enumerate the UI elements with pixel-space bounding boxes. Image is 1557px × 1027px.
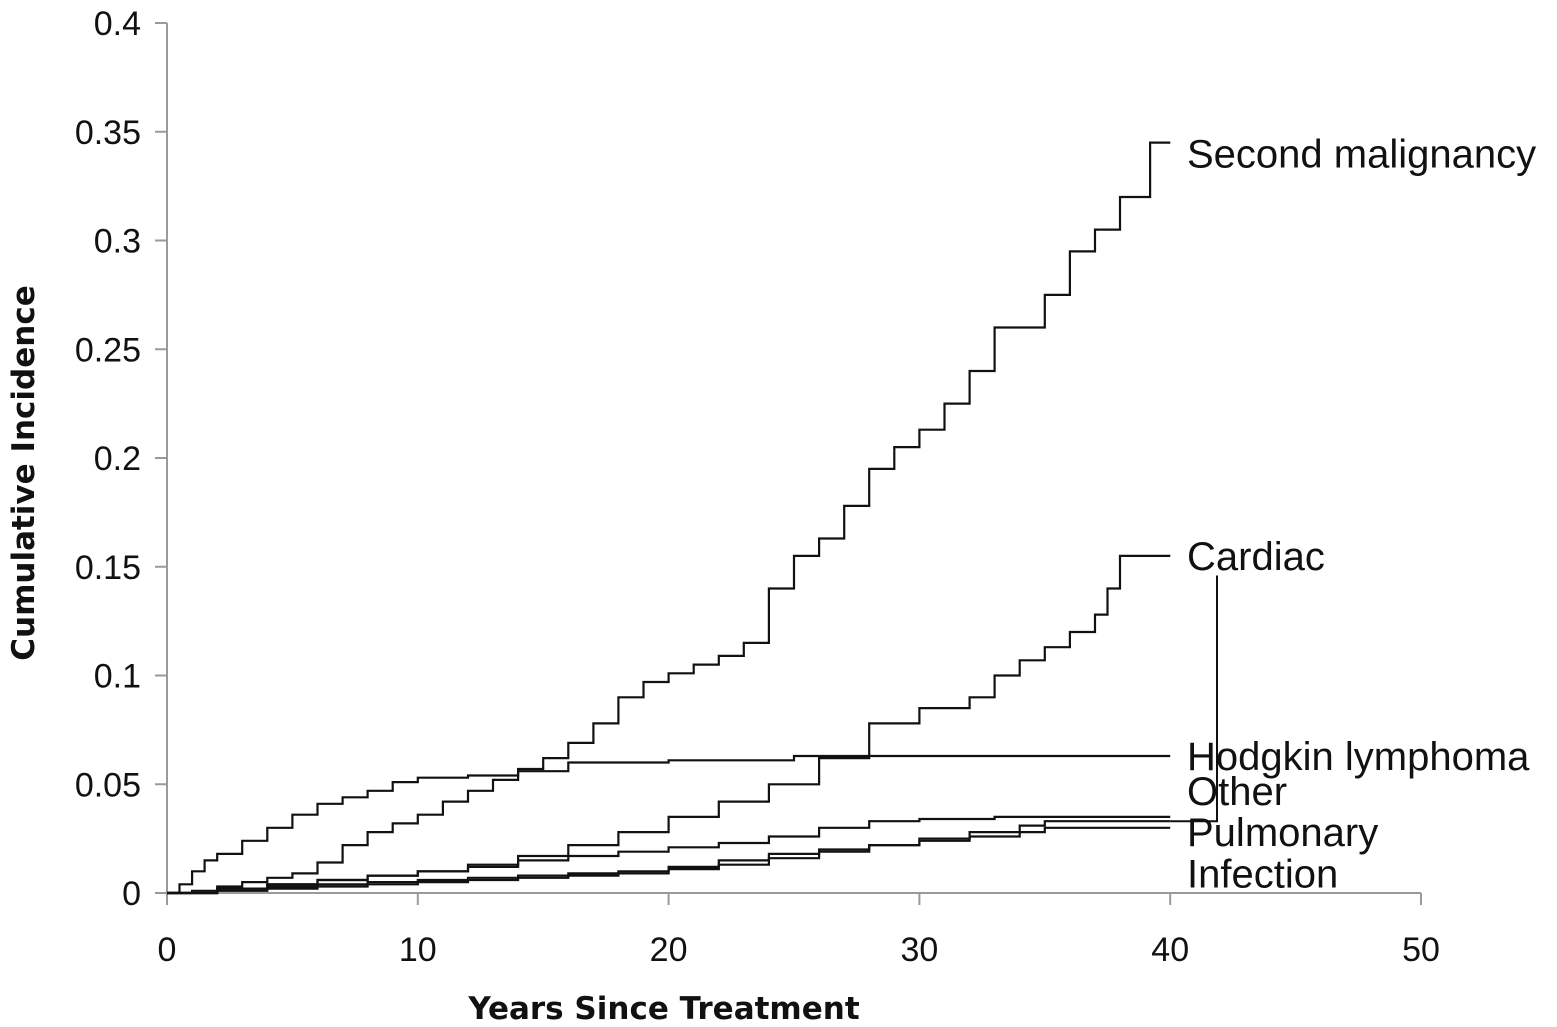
series-label-cardiac: Cardiac: [1187, 535, 1325, 579]
series-label-pulmonary: Pulmonary: [1187, 811, 1378, 855]
x-tick-label: 50: [1402, 931, 1440, 969]
y-tick-label: 0.25: [75, 331, 141, 369]
series-label-other: Other: [1187, 770, 1287, 814]
leader-line: [1170, 575, 1218, 823]
y-tick-label: 0.1: [94, 658, 141, 696]
y-tick-label: 0: [122, 875, 141, 913]
y-tick-label: 0.15: [75, 549, 141, 587]
x-tick-label: 0: [158, 931, 177, 969]
ticks: 0 0.05 0.1 0.15 0.2 0.25 0.3 0.35 0.4 0 10 20 30 40 50: [75, 5, 1440, 969]
y-tick-label: 0.3: [94, 223, 141, 261]
y-tick-label: 0.4: [94, 5, 141, 43]
y-axis-title: Cumulative Incidence: [6, 285, 42, 661]
series-line-cardiac: [167, 554, 1171, 895]
series-line-hodgkin-lymphoma: [167, 754, 1171, 895]
x-axis-title: Years Since Treatment: [467, 991, 859, 1027]
x-tick-label: 40: [1151, 931, 1189, 969]
series: [167, 141, 1171, 895]
x-tick-label: 30: [900, 931, 938, 969]
y-tick-label: 0.2: [94, 440, 141, 478]
x-tick-label: 10: [399, 931, 437, 969]
series-label-infection: Infection: [1187, 852, 1338, 896]
series-line-other: [167, 815, 1171, 895]
y-tick-label: 0.05: [75, 766, 141, 804]
series-label-hodgkin-lymphoma: Hodgkin lymphoma: [1187, 735, 1530, 779]
series-label-second-malignancy: Second malignancy: [1187, 133, 1536, 177]
series-labels: Second malignancy Cardiac Hodgkin lymphoma…: [1169, 133, 1536, 896]
series-line-second-malignancy: [167, 141, 1171, 895]
x-tick-label: 20: [650, 931, 688, 969]
series-line-infection: [167, 826, 1171, 895]
y-tick-label: 0.35: [75, 114, 141, 152]
